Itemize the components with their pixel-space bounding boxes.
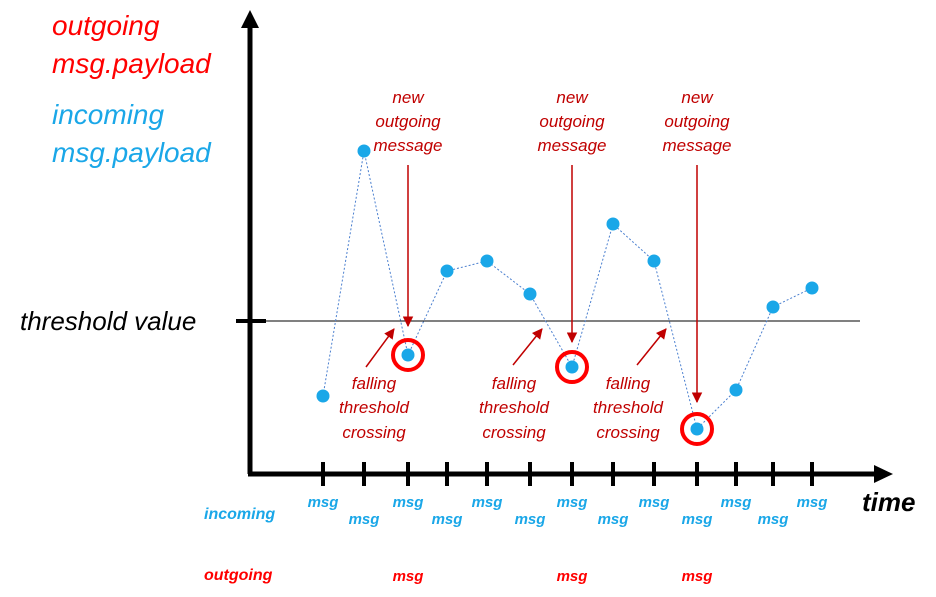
x-axis-arrowhead <box>874 465 893 483</box>
incoming-data-point <box>805 281 819 295</box>
outgoing-msg-label: msg <box>682 568 713 585</box>
incoming-data-point <box>606 217 620 231</box>
incoming-msg-label: msg <box>308 494 339 511</box>
incoming-row-label: incoming <box>204 506 275 523</box>
falling-crossing-annotation-3: falling threshold crossing <box>593 328 667 442</box>
falling-crossing-line2: threshold <box>339 398 409 417</box>
incoming-msg-label: msg <box>557 494 588 511</box>
falling-crossing-line2: threshold <box>479 398 549 417</box>
falling-crossing-line1: falling <box>352 374 397 393</box>
new-message-line1: new <box>681 88 714 107</box>
incoming-msg-label: msg <box>393 494 424 511</box>
outgoing-message-ring <box>680 412 714 446</box>
incoming-msg-label: msg <box>598 511 629 528</box>
x-axis-ticks <box>321 462 814 486</box>
new-message-line2: outgoing <box>375 112 441 131</box>
falling-crossing-arrow <box>636 328 667 366</box>
new-message-line1: new <box>392 88 425 107</box>
new-message-line3: message <box>538 136 607 155</box>
legend-outgoing-line2: msg.payload <box>52 48 212 79</box>
new-message-line3: message <box>374 136 443 155</box>
falling-crossing-arrow <box>512 328 543 366</box>
legend-incoming-line2: msg.payload <box>52 137 212 168</box>
incoming-msg-label: msg <box>472 494 503 511</box>
incoming-data-point <box>480 254 494 268</box>
incoming-data-point <box>357 144 371 158</box>
falling-crossing-annotation-2: falling threshold crossing <box>479 328 550 442</box>
incoming-msg-label: msg <box>797 494 828 511</box>
y-axis-arrowhead <box>241 10 259 28</box>
incoming-data-point <box>766 300 780 314</box>
falling-crossing-line1: falling <box>492 374 537 393</box>
new-message-annotation-3: new outgoing message <box>663 88 732 404</box>
legend-incoming-line1: incoming <box>52 99 164 130</box>
incoming-msg-label: msg <box>349 511 380 528</box>
new-message-line3: message <box>663 136 732 155</box>
incoming-data-point <box>690 422 704 436</box>
outgoing-msg-label: msg <box>393 568 424 585</box>
falling-crossing-line3: crossing <box>596 423 660 442</box>
incoming-data-point <box>316 389 330 403</box>
falling-crossing-line3: crossing <box>482 423 546 442</box>
incoming-data-point <box>523 287 537 301</box>
falling-crossing-line2: threshold <box>593 398 663 417</box>
new-message-line1: new <box>556 88 589 107</box>
incoming-series <box>316 144 819 446</box>
new-message-line2: outgoing <box>539 112 605 131</box>
new-message-annotation-1: new outgoing message <box>374 88 443 328</box>
outgoing-row-label: outgoing <box>204 567 273 584</box>
incoming-data-point <box>401 348 415 362</box>
incoming-msg-label: msg <box>682 511 713 528</box>
falling-crossing-line1: falling <box>606 374 651 393</box>
incoming-data-point <box>440 264 454 278</box>
outgoing-message-ring <box>555 350 589 384</box>
incoming-data-point <box>565 360 579 374</box>
falling-crossing-line3: crossing <box>342 423 406 442</box>
incoming-msg-label: msg <box>432 511 463 528</box>
outgoing-msg-label: msg <box>557 568 588 585</box>
incoming-msg-label: msg <box>721 494 752 511</box>
incoming-msg-label: msg <box>515 511 546 528</box>
falling-crossing-arrow <box>365 328 395 368</box>
falling-crossing-annotation-1: falling threshold crossing <box>339 328 410 442</box>
time-label: time <box>862 487 915 517</box>
msg-labels: msgmsgmsgmsgmsgmsgmsgmsgmsgmsgmsgmsgmsgm… <box>308 494 828 585</box>
outgoing-message-ring <box>391 338 425 372</box>
legend-outgoing-line1: outgoing <box>52 10 160 41</box>
incoming-msg-label: msg <box>758 511 789 528</box>
new-message-line2: outgoing <box>664 112 730 131</box>
new-message-annotation-2: new outgoing message <box>538 88 607 344</box>
incoming-data-point <box>647 254 661 268</box>
incoming-data-point <box>729 383 743 397</box>
incoming-msg-label: msg <box>639 494 670 511</box>
threshold-label: threshold value <box>20 306 196 336</box>
